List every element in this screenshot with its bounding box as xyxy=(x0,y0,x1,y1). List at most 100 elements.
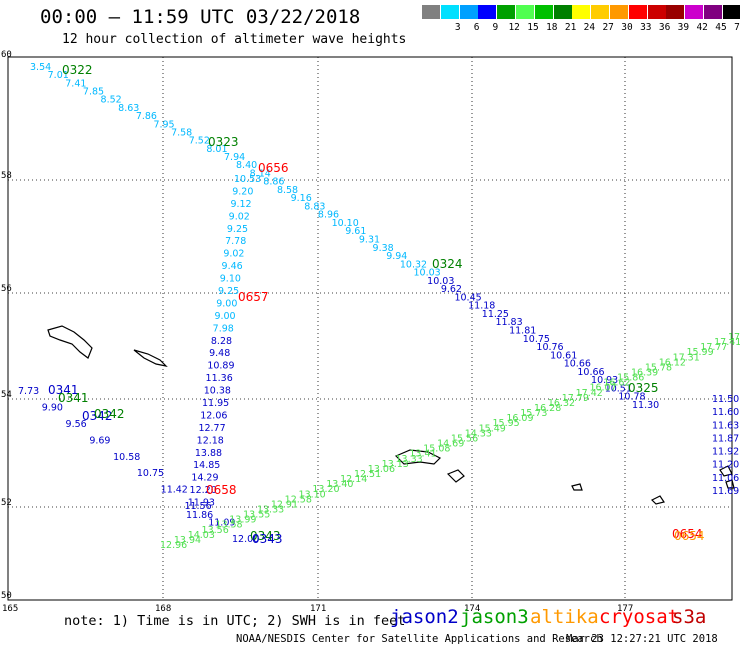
pass-time-label: 0658 xyxy=(206,483,237,497)
island-shape xyxy=(133,349,168,367)
wave-height-label: 7.86 xyxy=(136,111,157,122)
wave-height-label: 11.25 xyxy=(482,309,509,320)
legend-bin-label: 6 xyxy=(473,22,480,33)
legend-swatch xyxy=(422,5,440,19)
wave-height-label: 11.81 xyxy=(509,326,536,337)
legend-bin-label: 9 xyxy=(492,22,499,33)
legend-bin-label: 24 xyxy=(583,22,596,33)
wave-height-label: 12.58 xyxy=(285,494,312,505)
wave-height-label: 9.31 xyxy=(359,234,380,245)
island-shape xyxy=(394,449,442,465)
wave-height-label: 8.58 xyxy=(277,185,298,196)
pass-time-label: 0342 xyxy=(82,409,113,423)
wave-height-label: 9.61 xyxy=(345,226,366,237)
wave-height-label: 13.20 xyxy=(312,484,339,495)
wave-height-label: 10.66 xyxy=(577,367,604,378)
wave-height-label: 10.76 xyxy=(536,342,563,353)
coastline-shapes xyxy=(47,325,735,505)
lat-tick-label: 54 xyxy=(1,390,12,400)
legend-bin-label: 18 xyxy=(546,22,558,33)
lon-tick-label: 174 xyxy=(464,604,480,614)
legend-swatch xyxy=(497,5,516,19)
legend-bin-label: 3 xyxy=(454,22,461,33)
legend-swatch xyxy=(666,5,685,19)
wave-height-label: 7.85 xyxy=(83,87,104,98)
wave-height-label: 17.79 xyxy=(562,393,589,404)
wave-height-label: 13.55 xyxy=(243,510,270,521)
wave-height-label: 10.93 xyxy=(591,375,618,386)
wave-height-label: 16.32 xyxy=(548,398,575,409)
wave-height-label: 12.91 xyxy=(271,499,298,510)
wave-height-label: 9.62 xyxy=(441,284,462,295)
legend-swatch xyxy=(628,5,647,19)
wave-height-label: 11.69 xyxy=(712,486,739,497)
legend-swatch xyxy=(553,5,572,19)
wave-height-label: 10.32 xyxy=(400,259,427,270)
wave-height-label: 7.94 xyxy=(224,152,245,163)
legend-swatch xyxy=(478,5,497,19)
lat-tick-label: 50 xyxy=(1,591,12,601)
wave-height-label: 10.75 xyxy=(137,468,164,479)
wave-height-label: 11.20 xyxy=(712,460,739,471)
island-shape xyxy=(446,469,465,483)
wave-height-label: 9.25 xyxy=(227,224,248,235)
wave-height-label: 7.58 xyxy=(171,127,192,138)
wave-height-label: 12.96 xyxy=(160,540,187,551)
altimeter-tracks: 3.547.017.417.858.528.637.867.957.587.52… xyxy=(18,62,740,551)
wave-height-label: 12.77 xyxy=(198,423,225,434)
legend-swatch xyxy=(610,5,628,19)
wave-height-label: 11.92 xyxy=(712,447,739,458)
wave-height-label: 10.45 xyxy=(454,292,481,303)
legend-swatch xyxy=(516,5,534,19)
island-shape xyxy=(47,325,93,359)
lon-tick-label: 171 xyxy=(310,604,326,614)
wave-height-label: 11.18 xyxy=(468,301,495,312)
wave-height-label: 17.77 xyxy=(700,342,727,353)
track-vertical: 10.539.209.129.029.257.789.029.469.109.2… xyxy=(186,174,261,521)
legend-bin-label: 30 xyxy=(621,22,633,33)
island-shape xyxy=(725,479,735,489)
wave-height-label: 11.95 xyxy=(202,398,229,409)
wave-height-label: 11.63 xyxy=(712,420,739,431)
generation-timestamp: Mar 23 12:27:21 UTC 2018 xyxy=(566,633,718,645)
wave-height-label: 11.09 xyxy=(208,518,235,529)
wave-height-label: 12.00 xyxy=(232,534,259,545)
legend-bin-label: 39 xyxy=(677,22,690,33)
wave-height-label: 12.51 xyxy=(354,469,381,480)
wave-height-label: 10.58 xyxy=(113,452,140,463)
pass-time-label: 0656 xyxy=(258,161,289,175)
lat-tick-label: 58 xyxy=(1,171,12,181)
track-upper-long: 8.408.148.868.589.168.838.9610.109.619.3… xyxy=(236,160,659,411)
satellite-name-jason3: jason3 xyxy=(460,606,529,628)
map-border xyxy=(7,56,733,601)
wave-height-label: 17.67 xyxy=(728,332,740,343)
wave-height-label: 11.50 xyxy=(712,394,739,405)
pass-time-label: 0324 xyxy=(432,257,463,271)
wave-height-label: 9.12 xyxy=(230,199,251,210)
legend-bin-label: 42 xyxy=(696,22,708,33)
legend-swatch xyxy=(572,5,591,19)
pass-time-label: 0654 xyxy=(672,527,703,541)
wave-height-label: 8.14 xyxy=(250,168,271,179)
wave-height-label: 9.94 xyxy=(386,251,407,262)
wave-height-label: 17.41 xyxy=(714,337,740,348)
satellite-name-cryosat: cryosat xyxy=(599,606,680,628)
wave-height-label: 11.83 xyxy=(495,317,522,328)
wave-height-label: 14.33 xyxy=(465,428,492,439)
wave-height-label: 15.56 xyxy=(451,433,478,444)
lon-tick-label: 168 xyxy=(155,604,171,614)
wave-height-label: 8.86 xyxy=(263,177,284,188)
wave-height-label: 13.33 xyxy=(396,454,423,465)
wave-height-label: 9.00 xyxy=(214,311,235,322)
wave-height-label: 17.31 xyxy=(673,352,700,363)
wave-height-label: 7.98 xyxy=(213,323,234,334)
legend-swatch xyxy=(459,5,478,19)
wave-height-label: 11.06 xyxy=(712,473,739,484)
wave-height-label: 8.52 xyxy=(101,95,122,106)
wave-height-label: 7.52 xyxy=(189,136,210,147)
legend-bin-label: 70 xyxy=(734,22,740,33)
wave-height-label: 13.94 xyxy=(174,535,201,546)
wave-height-label: 9.20 xyxy=(232,186,253,197)
wave-height-label: 9.10 xyxy=(220,274,241,285)
